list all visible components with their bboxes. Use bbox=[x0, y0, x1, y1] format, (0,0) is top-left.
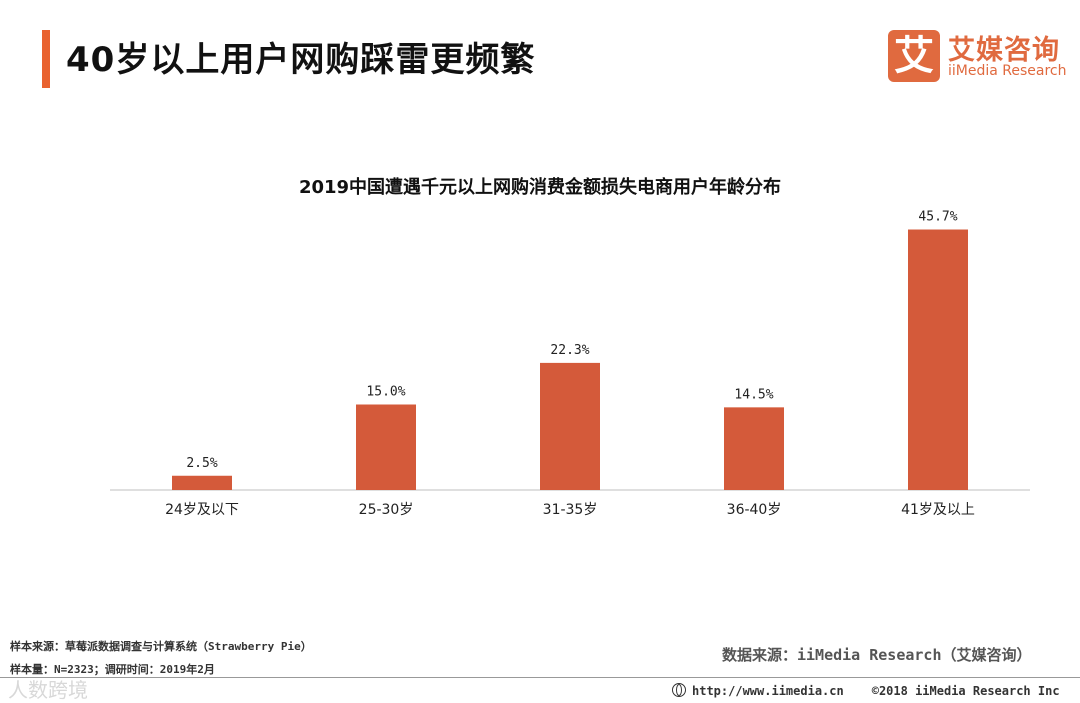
data-label-1: 15.0% bbox=[366, 385, 405, 400]
data-label-0: 2.5% bbox=[186, 456, 217, 471]
bar-3 bbox=[724, 407, 784, 490]
sample-size-note: 样本量：N=2323；调研时间：2019年2月 bbox=[10, 663, 215, 676]
data-label-4: 45.7% bbox=[918, 210, 957, 225]
iimedia-logo: 艾 艾媒咨询 iiMedia Research bbox=[888, 28, 1068, 84]
watermark: 人数跨境 bbox=[8, 678, 88, 702]
x-tick-label-2: 31-35岁 bbox=[543, 502, 598, 518]
sample-source-note: 样本来源：草莓派数据调查与计算系统（Strawberry Pie） bbox=[10, 640, 312, 653]
bar-2 bbox=[540, 362, 600, 490]
x-tick-label-4: 41岁及以上 bbox=[901, 502, 975, 518]
website-link[interactable]: http://www.iimedia.cn bbox=[692, 684, 844, 698]
chart-title: 2019中国遭遇千元以上网购消费金额损失电商用户年龄分布 bbox=[298, 177, 782, 198]
x-tick-label-3: 36-40岁 bbox=[727, 502, 782, 518]
footer-bar: http://www.iimedia.cn ©2018 iiMedia Resea… bbox=[672, 683, 1060, 698]
page-title: 40岁以上用户网购踩雷更频繁 bbox=[66, 40, 536, 80]
title-accent-bar bbox=[42, 30, 50, 88]
copyright-text: ©2018 iiMedia Research Inc bbox=[871, 684, 1060, 698]
data-source: 数据来源：iiMedia Research（艾媒咨询） bbox=[722, 646, 1032, 664]
data-label-2: 22.3% bbox=[550, 343, 589, 358]
logo-chinese-name: 艾媒咨询 bbox=[948, 35, 1060, 66]
globe-icon bbox=[672, 683, 686, 697]
footer-divider bbox=[0, 677, 1080, 678]
bar-0 bbox=[172, 475, 232, 490]
x-tick-label-0: 24岁及以下 bbox=[165, 502, 239, 518]
x-tick-label-1: 25-30岁 bbox=[359, 502, 414, 518]
bar-1 bbox=[356, 404, 416, 490]
bar-4 bbox=[908, 229, 968, 490]
logo-mark-icon: 艾 bbox=[888, 30, 940, 82]
logo-english-name: iiMedia Research bbox=[948, 63, 1067, 79]
data-label-3: 14.5% bbox=[734, 387, 773, 402]
